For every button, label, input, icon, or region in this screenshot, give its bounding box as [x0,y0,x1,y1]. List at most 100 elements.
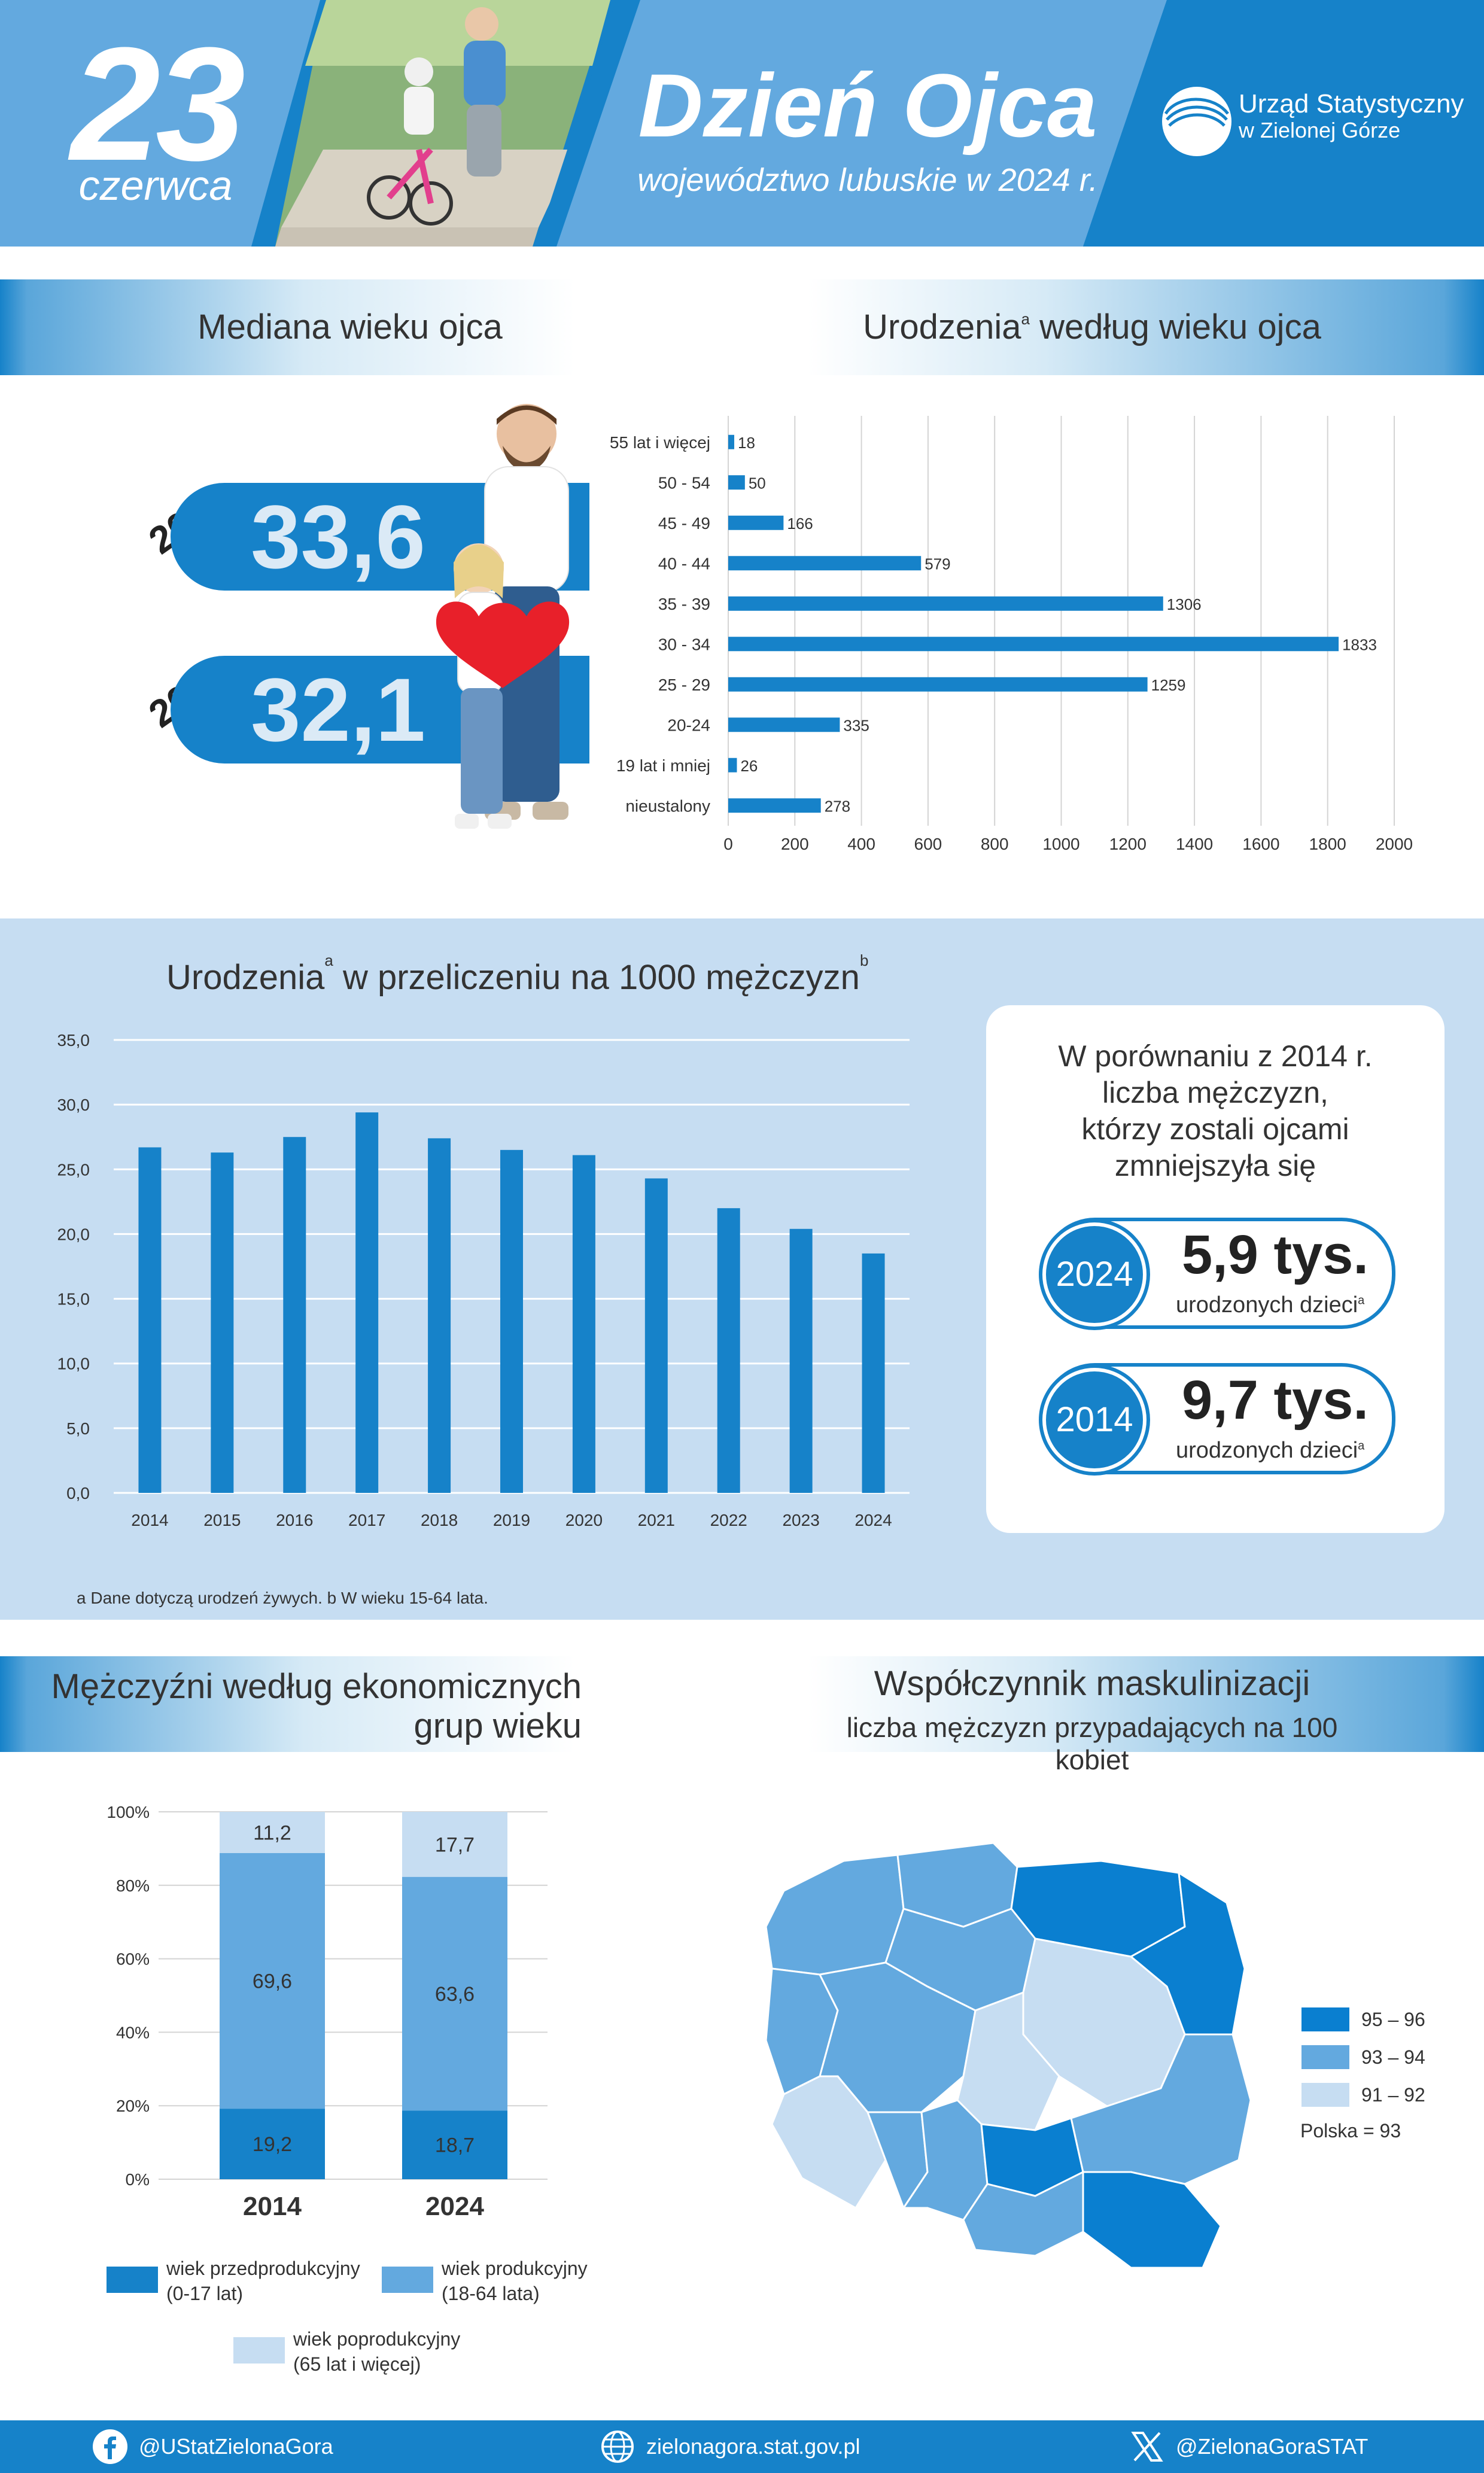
legend-preproductive-line1: wiek przedprodukcyjny [166,2258,360,2279]
bar [862,1253,885,1493]
births-per-1000-chart: 0,0 5,0 10,0 15,0 20,0 25,0 30,0 35,0 2014 2015 20… [57,1031,910,1529]
legend-swatch-productive [382,2267,433,2293]
y-tick-label: 20,0 [57,1225,90,1243]
category-label: nieustalony [625,796,710,815]
comparison-label-2024: urodzonych dziecia [1176,1292,1364,1318]
category-label: 40 - 44 [658,554,710,573]
x-tick-label: 2014 [243,2192,302,2221]
segment-label: 19,2 [253,2133,292,2156]
x-tick-label: 2022 [710,1511,747,1529]
comparison-text: W porównaniu z 2014 r. liczba mężczyzn, … [986,1038,1445,1184]
per1000-title: Urodzeniaa w przeliczeniu na 1000 mężczy… [166,951,868,997]
legend-postproductive-line2: (65 lat i więcej) [293,2353,421,2375]
bar [728,596,1163,611]
data-label: 50 [749,474,766,492]
comparison-text-line1: W porównaniu z 2014 r. [1058,1039,1373,1073]
data-label: 1259 [1151,676,1186,694]
logo-line-2: w Zielonej Górze [1239,118,1401,143]
x-tick-label: 2023 [782,1511,819,1529]
map-legend-swatch-3 [1301,2083,1349,2107]
econ-groups-banner: Mężczyźni według ekonomicznych grup wiek… [0,1656,676,1752]
x-tick-label: 200 [781,835,809,853]
map-legend-label-3: 91 – 92 [1361,2084,1425,2106]
segment-label: 18,7 [435,2134,475,2157]
map-podkarpackie [1082,2171,1222,2269]
data-label: 26 [740,757,758,775]
comparison-value-2014: 9,7 tys. [1182,1370,1369,1431]
x-tick-label: 2017 [348,1511,385,1529]
poland-masculinity-map [765,1842,1252,2269]
logo-line-1: Urząd Statystyczny [1239,89,1464,118]
x-tick-label: 1200 [1109,835,1147,853]
bar [728,758,737,772]
births-by-age-banner: Urodzeniaa według wieku ojca [808,279,1484,375]
footnote-marker-a2: a [324,951,333,969]
y-tick-label: 20% [116,2097,150,2115]
bar [644,1178,668,1493]
comparison-year-2024: 2024 [1042,1222,1147,1327]
y-tick-label: 30,0 [57,1096,90,1114]
x-tick-label: 2000 [1376,835,1413,853]
comparison-text-line2: liczba mężczyzn, [1102,1076,1328,1109]
x-tick-label: 2024 [854,1511,892,1529]
map-zachodniopomorskie [765,1854,905,1976]
econ-groups-title: Mężczyźni według ekonomicznych grup wiek… [51,1667,582,1746]
y-tick-label: 35,0 [57,1031,90,1050]
bar [728,677,1148,692]
category-label: 19 lat i mniej [616,756,710,775]
segment-label: 11,2 [253,1821,291,1844]
x-icon[interactable] [1130,2429,1164,2464]
data-label: 1306 [1167,595,1202,613]
legend-productive-line2: (18-64 lata) [442,2283,540,2304]
comparison-year-2014: 2014 [1042,1368,1147,1472]
y-tick-label: 10,0 [57,1355,90,1373]
logo-text: Urząd Statystyczny w Zielonej Górze [1239,89,1464,143]
comparison-label-2024-text: urodzonych dzieci [1176,1292,1358,1318]
father-daughter-photo [436,404,570,829]
y-tick-label: 60% [116,1950,150,1969]
category-label: 30 - 34 [658,635,710,653]
legend-productive: wiek produkcyjny (18-64 lata) [442,2256,588,2306]
bar [728,434,735,449]
econ-groups-title-line1: Mężczyźni według ekonomicznych [51,1667,582,1706]
x-tick-label: 1600 [1242,835,1279,853]
category-label: 25 - 29 [658,676,710,694]
x-tick-label: 2016 [276,1511,313,1529]
births-by-age-title: Urodzeniaa według wieku ojca [808,279,1376,375]
stacked-bar-segment [402,1876,507,2111]
x-tick-label: 2015 [203,1511,241,1529]
comparison-label-2014: urodzonych dziecia [1176,1438,1364,1464]
median-value-2024: 33,6 [251,486,425,587]
births-by-age-title-rest: według wieku ojca [1030,308,1321,346]
bar [728,556,922,571]
bar [717,1208,740,1493]
x-tick-label: 800 [981,835,1009,853]
legend-preproductive: wiek przedprodukcyjny (0-17 lat) [166,2256,360,2306]
masculinity-banner: Współczynnik maskulinizacji liczba mężcz… [808,1656,1484,1775]
footnote-marker-a4: a [1358,1439,1365,1453]
data-label: 166 [787,515,813,533]
x-link[interactable]: @ZielonaGoraSTAT [1176,2434,1369,2459]
map-legend-poland: Polska = 93 [1300,2120,1401,2142]
header-banner: 23 czerwca Dzień Ojca województwo lubusk… [0,0,1484,247]
facebook-icon[interactable] [93,2429,127,2464]
footer: @UStatZielonaGora zielonagora.stat.gov.p… [0,2420,1484,2473]
masculinity-title: Współczynnik maskulinizacji [874,1664,1310,1703]
x-tick-label: 600 [914,835,942,853]
x-tick-label: 2014 [131,1511,168,1529]
header-background [0,0,1484,247]
stacked-bar-segment [402,1812,507,1877]
category-label: 55 lat i więcej [610,433,710,452]
bar [211,1152,234,1493]
month-label: czerwca [78,162,233,209]
segment-label: 69,6 [253,1970,292,1993]
website-link[interactable]: zielonagora.stat.gov.pl [646,2434,860,2459]
map-legend-swatch-2 [1301,2045,1349,2069]
map-malopolskie [962,2170,1084,2257]
y-tick-label: 25,0 [57,1160,90,1179]
stacked-bar-segment [402,2110,507,2179]
facebook-link[interactable]: @UStatZielonaGora [139,2434,333,2459]
globe-icon[interactable] [600,2429,635,2464]
econ-groups-title-line2: grup wieku [413,1707,582,1745]
map-lubelskie [1070,2033,1252,2185]
